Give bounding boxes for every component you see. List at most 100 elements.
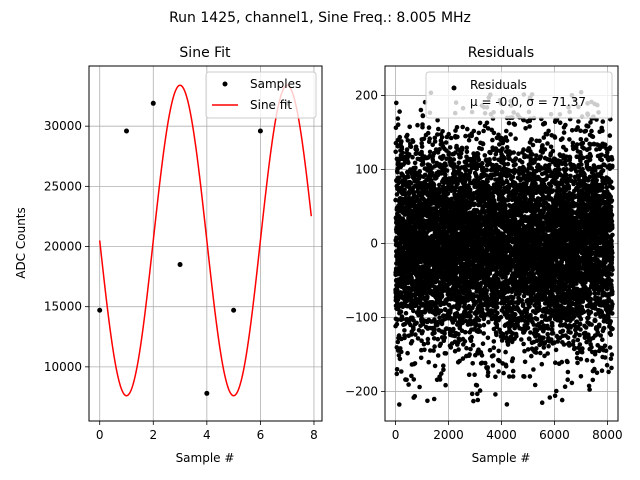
residual-point bbox=[412, 394, 418, 399]
residual-point bbox=[403, 310, 409, 316]
residual-point bbox=[437, 182, 442, 188]
residual-point bbox=[510, 174, 516, 180]
residual-point bbox=[471, 128, 477, 134]
residual-point bbox=[513, 156, 519, 161]
residual-point bbox=[490, 363, 496, 368]
residual-point bbox=[406, 152, 412, 157]
residual-point bbox=[456, 331, 461, 337]
residual-point bbox=[491, 130, 497, 136]
y-tick-label: −200 bbox=[345, 384, 378, 398]
residual-point bbox=[415, 122, 420, 128]
residual-point bbox=[480, 341, 486, 347]
residual-point bbox=[470, 342, 476, 348]
residual-point bbox=[397, 356, 403, 362]
residual-point bbox=[420, 321, 426, 327]
sample-point bbox=[204, 390, 210, 396]
residual-point bbox=[464, 149, 470, 155]
residual-point bbox=[395, 122, 401, 127]
residual-point bbox=[432, 344, 437, 349]
residual-point bbox=[406, 160, 411, 165]
residual-point bbox=[467, 174, 472, 180]
residual-point bbox=[495, 310, 500, 316]
residual-point bbox=[448, 345, 454, 350]
residual-point bbox=[406, 382, 411, 387]
residual-point bbox=[427, 136, 433, 141]
residual-point bbox=[402, 187, 407, 193]
residual-point bbox=[493, 392, 498, 397]
legend-samples-marker bbox=[222, 81, 228, 87]
residual-point bbox=[399, 146, 405, 152]
residual-point bbox=[420, 113, 426, 119]
sine-fit-x-label: Sample # bbox=[176, 451, 235, 465]
figure-title: Run 1425, channel1, Sine Freq.: 8.005 MH… bbox=[169, 10, 471, 26]
residual-point bbox=[504, 138, 510, 143]
residual-point bbox=[467, 352, 472, 357]
residuals-x-ticks: 0 2000 4000 6000 8000 bbox=[392, 421, 623, 442]
residual-point bbox=[432, 326, 437, 332]
residual-point bbox=[522, 374, 527, 379]
residual-point bbox=[512, 122, 518, 127]
residual-point bbox=[500, 146, 505, 151]
residual-point bbox=[474, 383, 480, 388]
residual-point bbox=[426, 359, 432, 365]
residual-point bbox=[402, 321, 408, 327]
residual-point bbox=[511, 150, 516, 155]
residual-point bbox=[425, 294, 430, 300]
residual-point bbox=[402, 328, 407, 333]
residual-point bbox=[425, 336, 431, 342]
residual-point bbox=[506, 120, 512, 126]
residual-point bbox=[502, 156, 508, 161]
residual-point bbox=[480, 141, 486, 147]
residual-point bbox=[469, 391, 475, 397]
residual-point bbox=[405, 138, 411, 143]
residual-point bbox=[441, 363, 446, 369]
residual-point bbox=[439, 293, 445, 298]
residual-point bbox=[469, 334, 474, 340]
sine-fit-legend: Samples Sine fit bbox=[205, 71, 317, 119]
residual-point bbox=[397, 175, 402, 181]
residual-point bbox=[482, 153, 488, 158]
residual-point bbox=[455, 134, 460, 140]
residual-point bbox=[408, 180, 414, 186]
residual-point bbox=[430, 142, 436, 148]
sine-fit-legend-box bbox=[205, 71, 317, 119]
residual-point bbox=[418, 107, 424, 113]
residual-point bbox=[395, 317, 400, 323]
residual-point bbox=[443, 163, 449, 168]
residual-point bbox=[394, 100, 399, 106]
residuals-title: Residuals bbox=[468, 45, 534, 61]
residual-point bbox=[484, 120, 490, 126]
residual-point bbox=[426, 264, 432, 269]
residual-point bbox=[521, 147, 526, 152]
sample-point bbox=[123, 128, 129, 134]
residual-point bbox=[443, 140, 449, 145]
x-tick-label: 4000 bbox=[486, 428, 517, 442]
residual-point bbox=[405, 132, 410, 138]
residual-point bbox=[492, 156, 497, 161]
residual-point bbox=[493, 374, 498, 380]
residual-point bbox=[466, 372, 472, 378]
residual-point bbox=[397, 402, 402, 407]
residual-point bbox=[494, 332, 499, 338]
residual-point bbox=[481, 128, 486, 134]
residual-point bbox=[475, 151, 481, 157]
residual-point bbox=[501, 370, 506, 376]
residual-point bbox=[476, 130, 482, 136]
residual-point bbox=[417, 169, 423, 174]
x-tick-label: 0 bbox=[392, 428, 400, 442]
residual-point bbox=[419, 144, 425, 149]
sine-fit-y-label: ADC Counts bbox=[14, 207, 28, 279]
y-tick-label: 0 bbox=[370, 237, 378, 251]
residual-point bbox=[394, 192, 400, 197]
residual-point bbox=[514, 334, 519, 339]
residual-point bbox=[432, 135, 438, 141]
residual-point bbox=[444, 168, 450, 173]
x-tick-label: 4 bbox=[203, 428, 211, 442]
residual-point bbox=[451, 157, 457, 162]
residual-point bbox=[475, 397, 481, 403]
residual-point bbox=[419, 338, 424, 344]
residual-point bbox=[399, 139, 404, 144]
y-tick-label: 200 bbox=[355, 89, 378, 103]
residual-point bbox=[498, 314, 504, 320]
residual-point bbox=[422, 172, 428, 178]
